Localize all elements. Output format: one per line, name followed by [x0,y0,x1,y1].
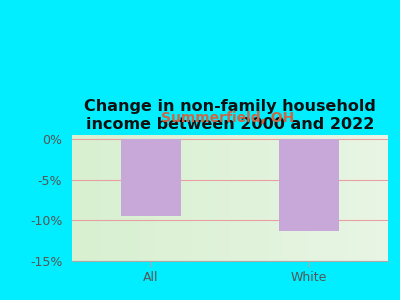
Bar [279,139,339,231]
Text: Summerfield, OH: Summerfield, OH [161,110,295,124]
Title: Change in non-family household
income between 2000 and 2022: Change in non-family household income be… [84,99,376,132]
Bar [121,139,181,216]
